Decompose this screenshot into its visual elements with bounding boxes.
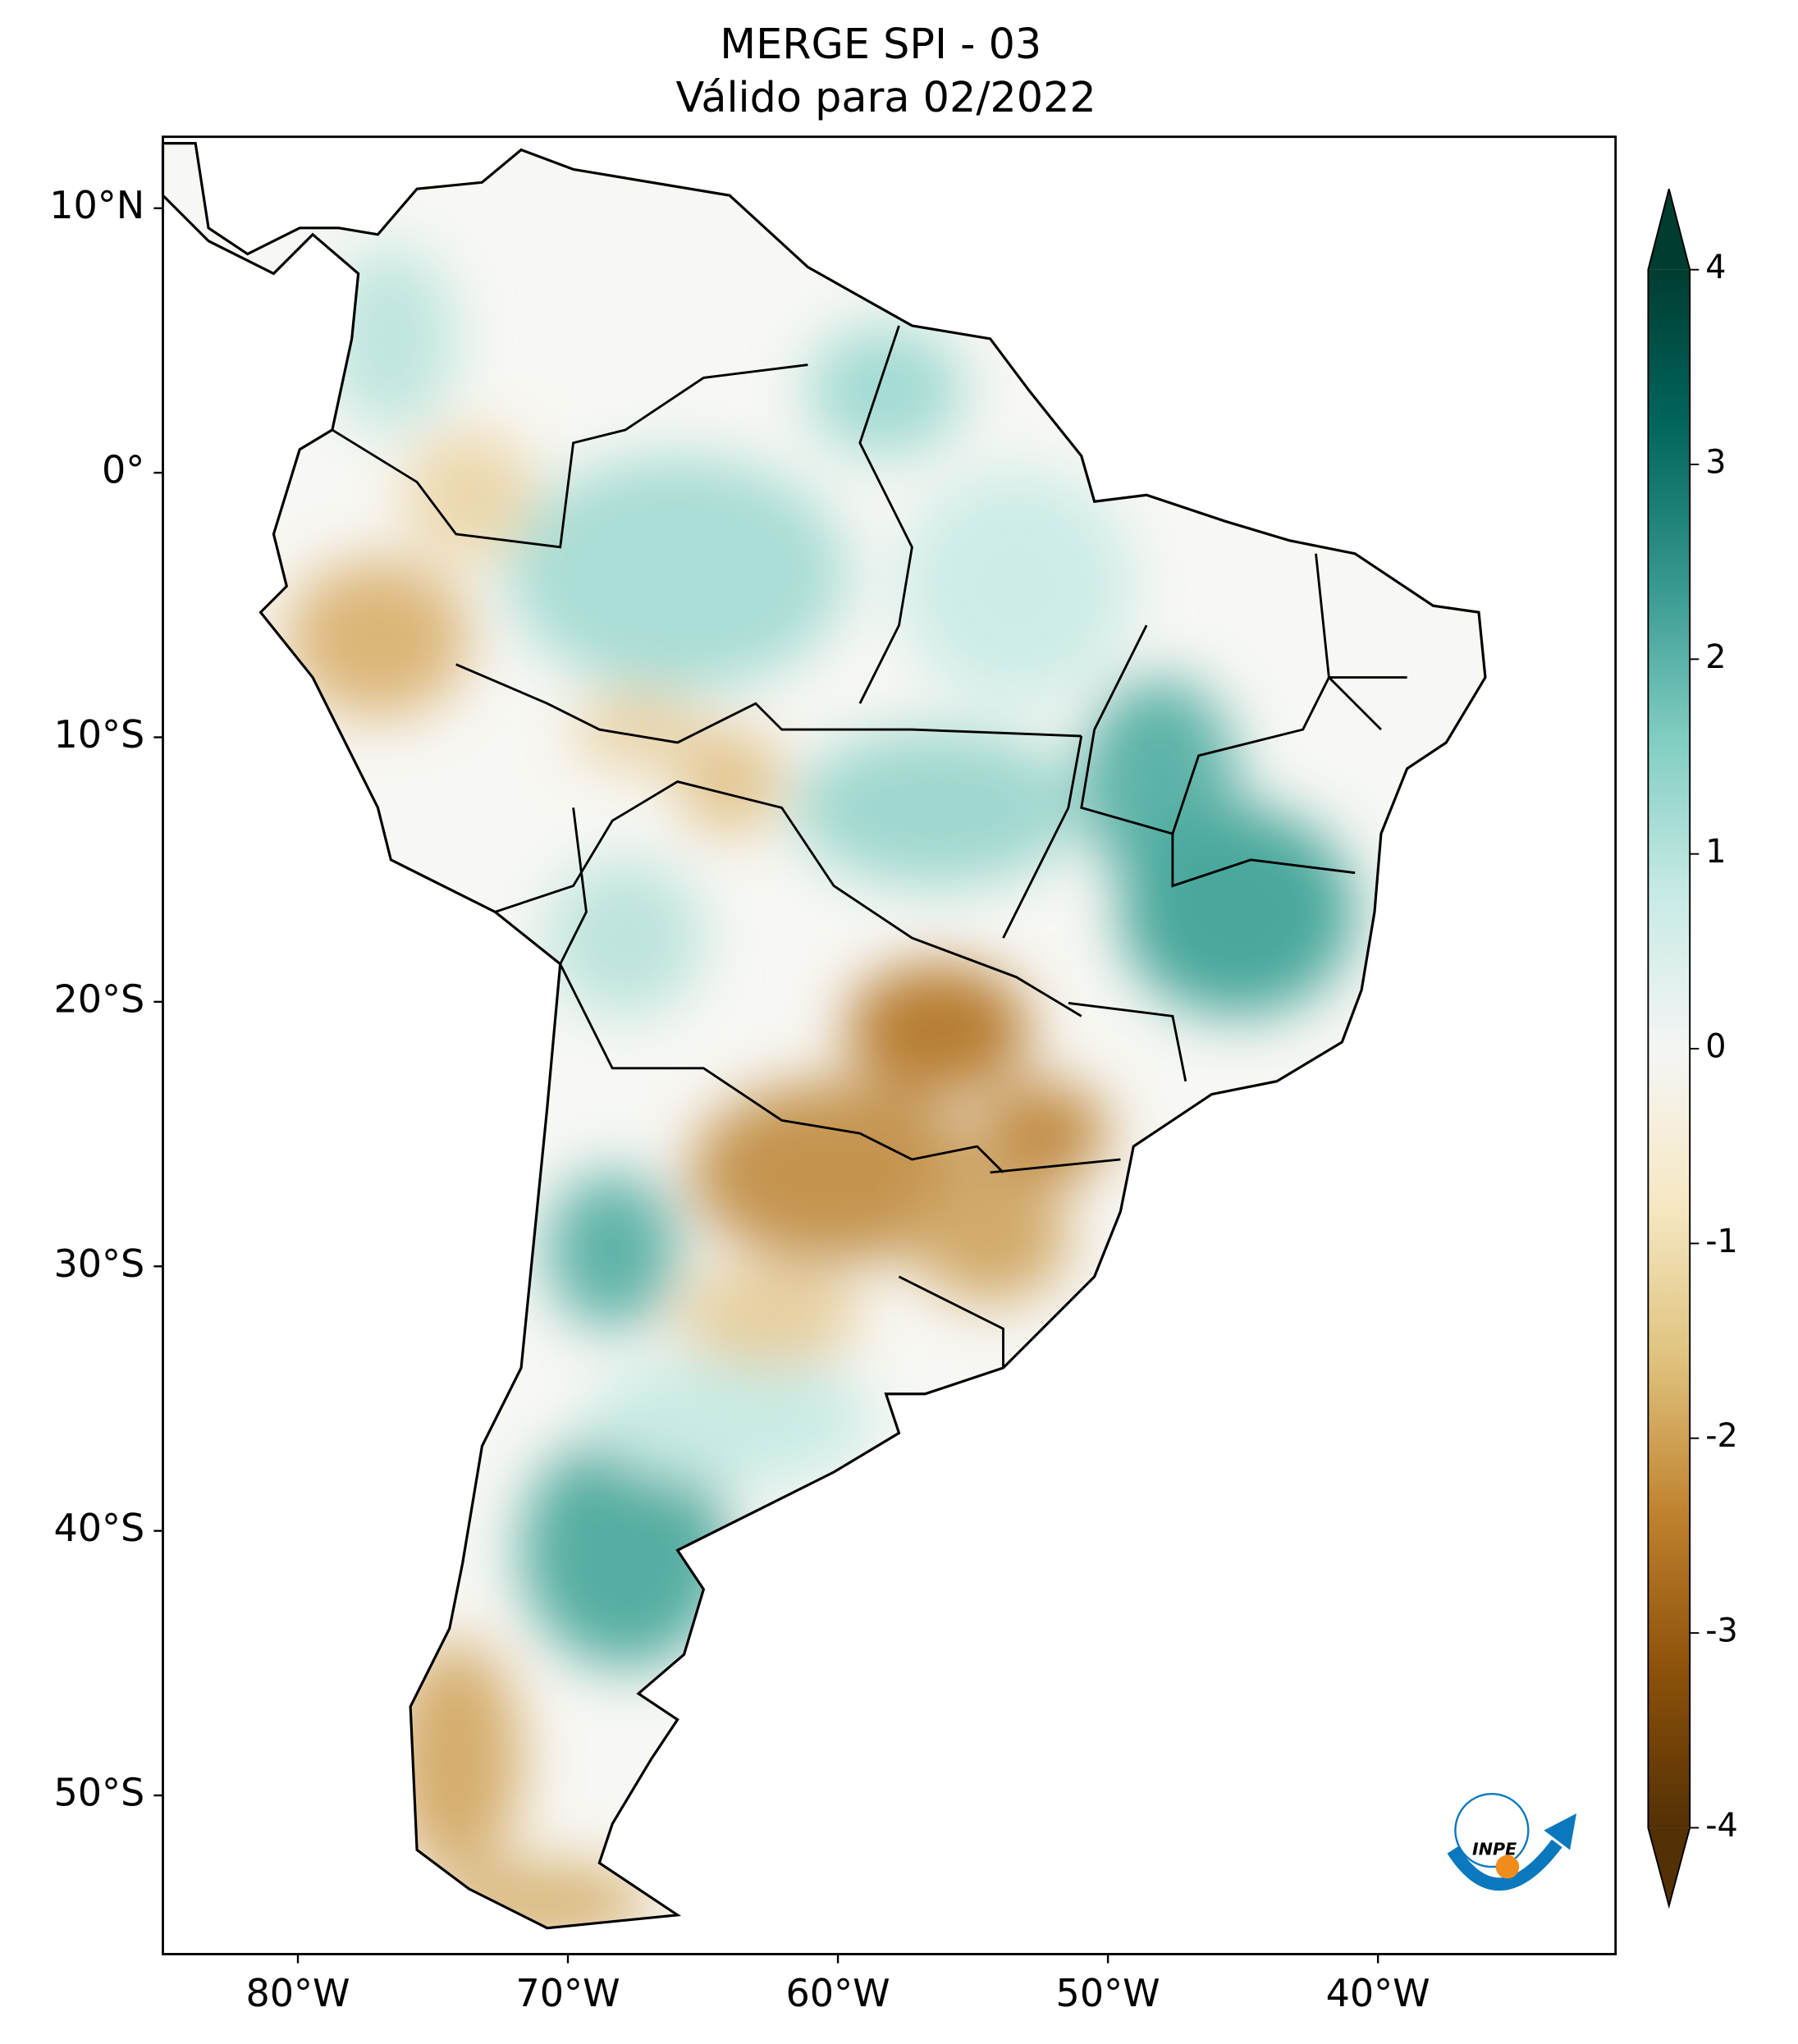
y-tick-label: 30°S — [53, 1241, 144, 1286]
colorbar-tick-label: 0 — [1705, 1028, 1726, 1066]
colorbar-tick-label: 1 — [1705, 833, 1726, 871]
colorbar-extend-top — [1648, 189, 1690, 270]
title: MERGE SPI - 03 — [720, 20, 1041, 68]
y-tick-label: 50°S — [53, 1771, 144, 1815]
inpe-logo: INPE — [1447, 1792, 1577, 1891]
x-tick-label: 40°W — [1326, 1971, 1430, 2015]
x-tick-label: 50°W — [1056, 1971, 1160, 2015]
colorbar-tick-label: 3 — [1705, 443, 1726, 481]
colorbar — [1648, 269, 1690, 1828]
y-tick-label: 40°S — [53, 1506, 144, 1550]
colorbar-tick-label: 2 — [1705, 638, 1726, 676]
colorbar-tick-label: -4 — [1705, 1807, 1738, 1845]
colorbar-tick-label: 4 — [1705, 249, 1726, 286]
map-frame — [162, 135, 1617, 1955]
colorbar-tick-label: -1 — [1705, 1223, 1738, 1260]
colorbar-tick-label: -3 — [1705, 1612, 1738, 1650]
subtitle: Válido para 02/2022 — [676, 73, 1096, 121]
y-tick-label: 10°S — [53, 712, 144, 757]
colorbar-tick-label: -2 — [1705, 1417, 1738, 1455]
x-tick-label: 80°W — [245, 1971, 350, 2015]
y-tick-label: 10°N — [49, 183, 144, 227]
borders — [332, 325, 1407, 1369]
y-tick-label: 20°S — [53, 976, 144, 1021]
y-tick-label: 0° — [102, 448, 144, 492]
x-tick-label: 60°W — [786, 1971, 890, 2015]
colorbar-extend-bottom — [1648, 1827, 1690, 1906]
x-tick-label: 70°W — [515, 1971, 620, 2015]
logo-text: INPE — [1472, 1839, 1517, 1859]
